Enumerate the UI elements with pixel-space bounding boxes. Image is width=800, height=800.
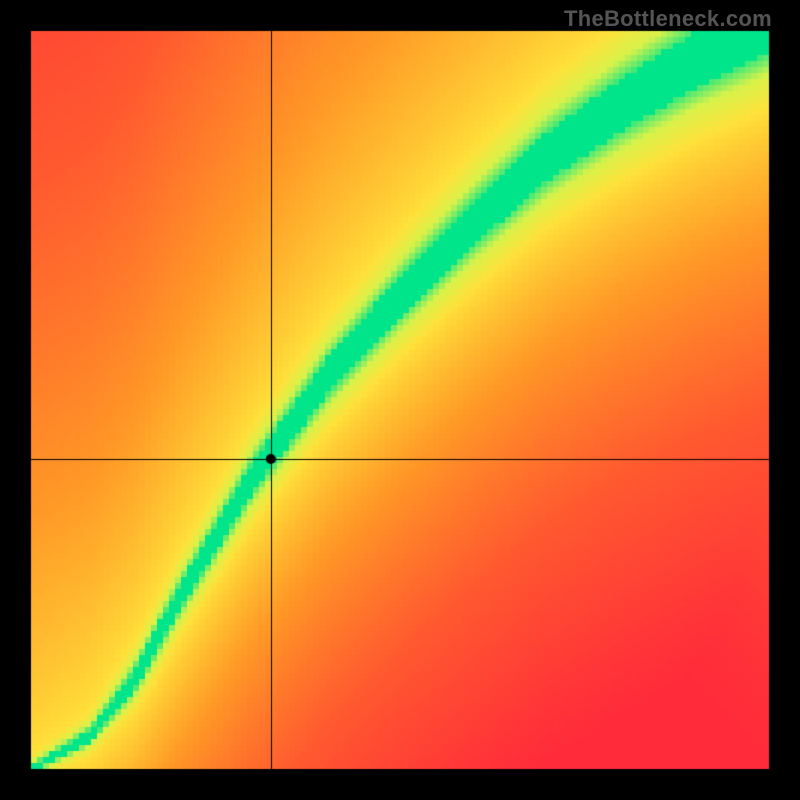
bottleneck-heatmap [0, 0, 800, 800]
watermark-text: TheBottleneck.com [564, 6, 772, 32]
chart-container: TheBottleneck.com [0, 0, 800, 800]
